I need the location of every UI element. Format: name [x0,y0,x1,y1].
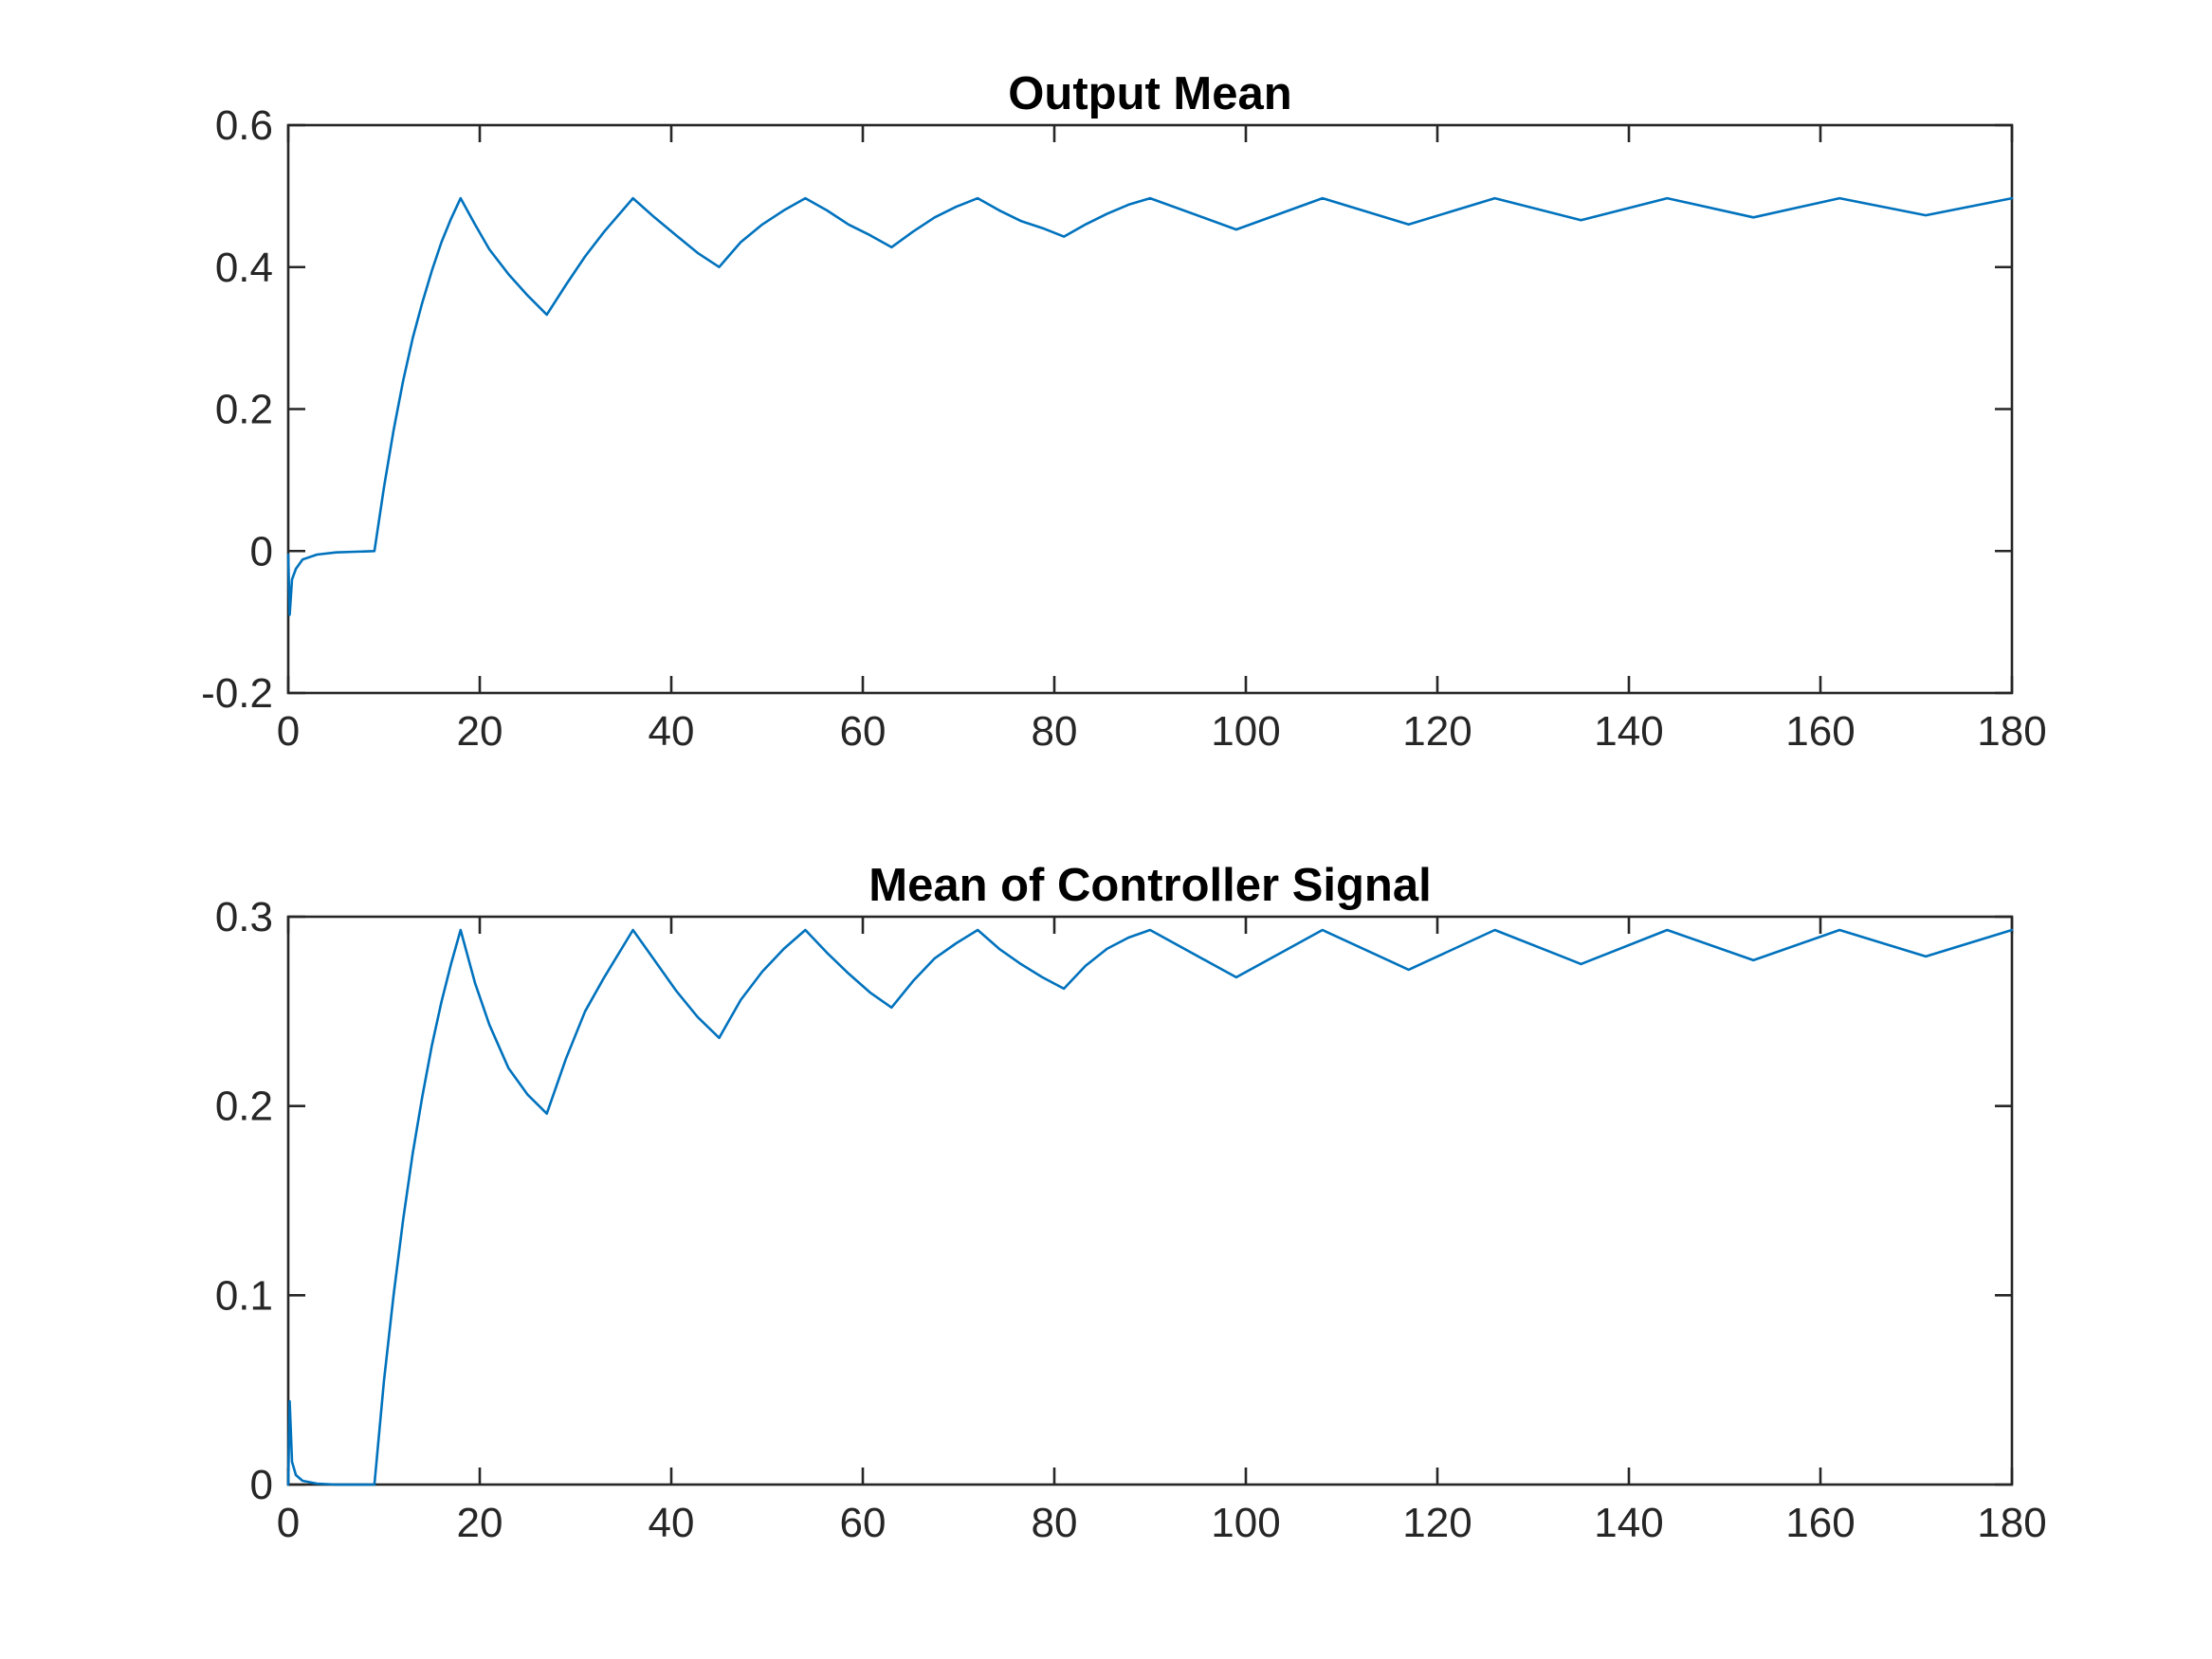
x-tick-label: 0 [277,708,300,755]
y-tick-label: 0.2 [215,387,273,433]
x-tick-label: 80 [1032,708,1078,755]
x-tick-label: 0 [277,1500,300,1546]
x-tick-label: 60 [840,1500,887,1546]
y-tick-label: -0.2 [201,670,273,717]
x-tick-label: 40 [649,708,695,755]
chart-title: Mean of Controller Signal [868,860,1431,911]
x-tick-label: 40 [649,1500,695,1546]
y-tick-label: 0.3 [215,894,273,940]
x-tick-label: 160 [1785,708,1855,755]
chart-output-mean: Output Mean 0 20 40 60 80 100 120 140 160 180 -0.2… [201,68,2047,755]
y-tick-label: 0 [250,528,273,574]
y-tick-label: 0 [250,1462,273,1508]
y-tick-label: 0.2 [215,1084,273,1130]
chart-mean-of-controller-signal: Mean of Controller Signal 0 20 40 60 80 100 12… [215,860,2047,1546]
series-line [286,928,2014,1486]
y-tick-label: 0.6 [215,102,273,149]
x-tick-label: 120 [1402,708,1472,755]
x-tick-label: 140 [1594,1500,1663,1546]
x-tick-label: 160 [1785,1500,1855,1546]
y-tick-label: 0.4 [215,245,273,291]
chart-title: Output Mean [1008,68,1291,119]
plot-area [286,915,2014,1486]
x-tick-label: 140 [1594,708,1663,755]
x-tick-label: 100 [1211,1500,1280,1546]
x-tick-label: 20 [457,708,503,755]
plot-area [286,123,2014,695]
x-tick-label: 80 [1032,1500,1078,1546]
y-tick-label: 0.1 [215,1272,273,1319]
x-tick-label: 20 [457,1500,503,1546]
x-tick-label: 180 [1977,1500,2046,1546]
x-tick-label: 100 [1211,708,1280,755]
x-tick-label: 120 [1402,1500,1472,1546]
x-tick-label: 180 [1977,708,2046,755]
series-line [286,196,2014,616]
x-tick-label: 60 [840,708,887,755]
